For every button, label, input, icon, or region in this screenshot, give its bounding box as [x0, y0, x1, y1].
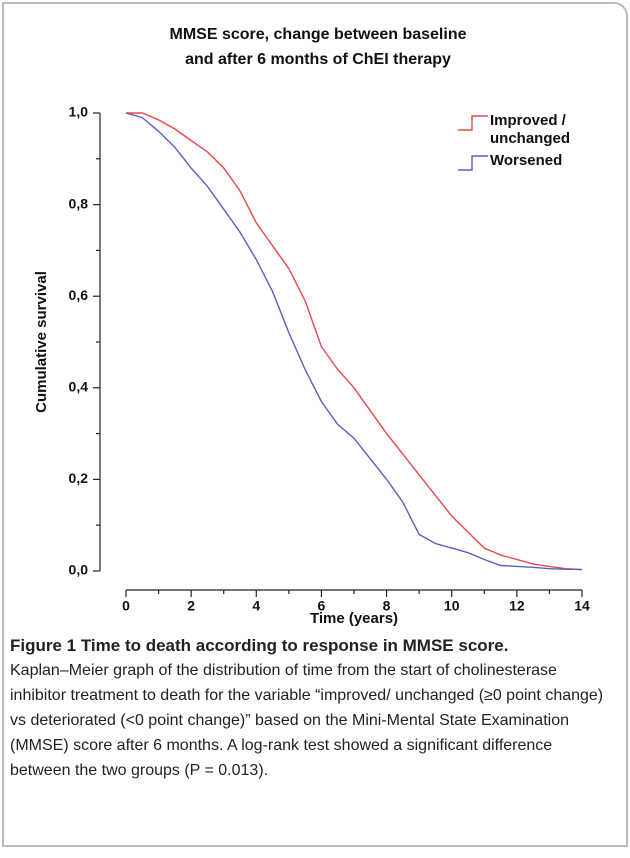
x-tick-label: 4	[252, 598, 260, 614]
legend-swatch	[458, 155, 488, 171]
y-tick-label: 0,8	[69, 195, 89, 211]
chart-title: and after 6 months of ChEI therapy	[185, 51, 451, 68]
y-tick-label: 0,0	[69, 562, 89, 578]
x-tick-label: 0	[122, 598, 130, 614]
y-tick-label: 0,6	[69, 287, 89, 303]
chart: MMSE score, change between baseline and …	[33, 26, 590, 627]
x-axis-title: Time (years)	[310, 610, 398, 627]
x-tick-label: 10	[444, 598, 460, 614]
legend-label: Improved / unchanged	[490, 112, 571, 147]
chart-title: MMSE score, change between baseline	[170, 26, 467, 43]
x-tick-label: 2	[187, 598, 195, 614]
x-tick-label: 14	[574, 598, 590, 614]
caption: Figure 1 Time to death according to resp…	[10, 633, 616, 783]
y-tick-label: 1,0	[69, 104, 89, 120]
x-tick-label: 12	[509, 598, 525, 614]
caption-title: Figure 1 Time to death according to resp…	[10, 636, 509, 655]
survival-curve	[126, 112, 583, 571]
y-axis-title: Cumulative survival	[33, 271, 50, 413]
figure-frame	[2, 2, 628, 847]
legend-swatch	[458, 115, 488, 131]
x-tick-label: 8	[383, 598, 391, 614]
y-tick-label: 0,4	[69, 379, 89, 395]
survival-curve	[125, 112, 583, 571]
y-tick-label: 0,2	[69, 470, 89, 486]
x-tick-label: 6	[318, 598, 326, 614]
legend-label: Worsened	[490, 152, 563, 169]
caption-text: Kaplan–Meier graph of the distribution o…	[10, 662, 604, 779]
